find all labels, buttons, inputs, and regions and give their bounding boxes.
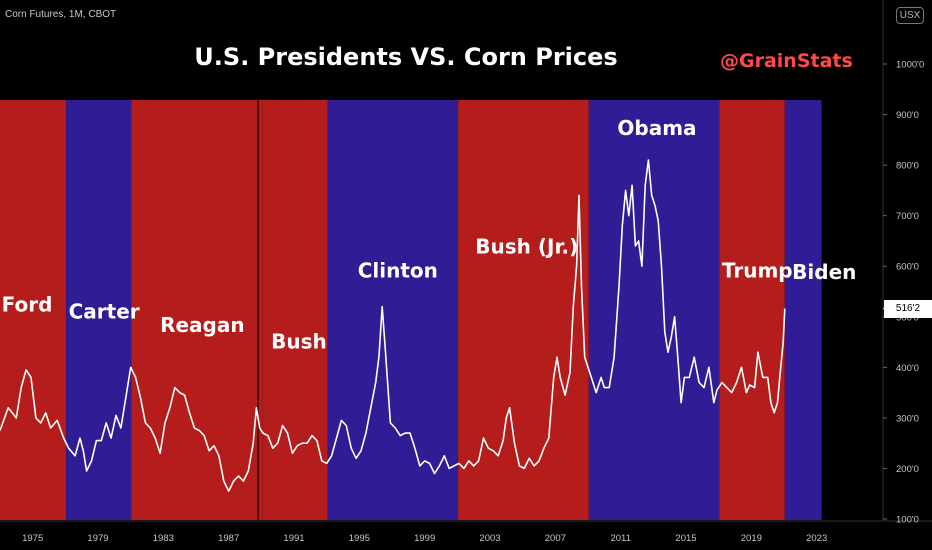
x-tick-label: 1999 bbox=[414, 533, 435, 544]
x-axis: 1975 1979 1983 1987 1991 1995 1999 2003 2007 2011… bbox=[0, 520, 932, 544]
x-tick-label: 1995 bbox=[349, 533, 370, 544]
x-tick-label: 1975 bbox=[22, 533, 43, 544]
label-ford: Ford bbox=[2, 293, 53, 317]
label-trump: Trump bbox=[722, 258, 793, 282]
label-bush: Bush bbox=[271, 330, 327, 354]
x-tick-label: 2011 bbox=[610, 533, 630, 544]
label-reagan: Reagan bbox=[160, 313, 245, 337]
y-tick-label: 700'0 bbox=[896, 211, 919, 222]
x-tick-label: 1983 bbox=[153, 533, 174, 544]
brand-handle: @GrainStats bbox=[720, 50, 853, 72]
last-price-tag: 516'2 bbox=[884, 299, 932, 318]
presidency-bands bbox=[0, 100, 822, 520]
y-tick-label: 400'0 bbox=[896, 363, 919, 374]
symbol-label: Corn Futures, 1M, CBOT bbox=[5, 9, 117, 20]
band-bush bbox=[262, 100, 328, 520]
x-tick-label: 2023 bbox=[806, 533, 827, 544]
band-clinton bbox=[327, 100, 459, 520]
y-tick-label: 1000'0 bbox=[896, 60, 924, 71]
x-tick-label: 1987 bbox=[218, 533, 239, 544]
y-axis: 100'0 200'0 300'0 400'0 500'0 600'0 700'0 800'0… bbox=[882, 0, 924, 526]
x-tick-label: 2019 bbox=[741, 533, 762, 544]
y-tick-label: 100'0 bbox=[896, 515, 919, 526]
x-tick-label: 2003 bbox=[479, 533, 500, 544]
label-clinton: Clinton bbox=[358, 258, 438, 282]
band-reagan bbox=[131, 100, 263, 520]
label-bush-jr-: Bush (Jr.) bbox=[475, 235, 578, 259]
label-carter: Carter bbox=[69, 299, 140, 323]
y-tick-label: 800'0 bbox=[896, 161, 919, 172]
label-biden: Biden bbox=[792, 260, 856, 284]
president-labels: Ford Carter Reagan Bush Clinton Bush (Jr.) Oba… bbox=[2, 116, 857, 354]
x-tick-label: 1991 bbox=[283, 533, 304, 544]
band-trump bbox=[719, 100, 785, 520]
corn-price-line bbox=[0, 159, 786, 493]
currency-button[interactable]: USX bbox=[896, 7, 924, 24]
band-obama bbox=[588, 100, 720, 520]
label-obama: Obama bbox=[617, 116, 696, 140]
y-tick-label: 200'0 bbox=[896, 464, 919, 475]
y-tick-label: 300'0 bbox=[896, 413, 919, 424]
band-biden bbox=[784, 100, 822, 520]
band-ford bbox=[0, 100, 67, 520]
x-tick-label: 2007 bbox=[545, 533, 566, 544]
band-bush-jr- bbox=[458, 100, 589, 520]
y-tick-label: 500'0 bbox=[896, 312, 919, 323]
x-tick-label: 2015 bbox=[675, 533, 696, 544]
chart-title: U.S. Presidents VS. Corn Prices bbox=[194, 43, 618, 71]
x-tick-label: 1979 bbox=[87, 533, 108, 544]
y-tick-label: 900'0 bbox=[896, 110, 919, 121]
y-tick-label: 600'0 bbox=[896, 262, 919, 273]
